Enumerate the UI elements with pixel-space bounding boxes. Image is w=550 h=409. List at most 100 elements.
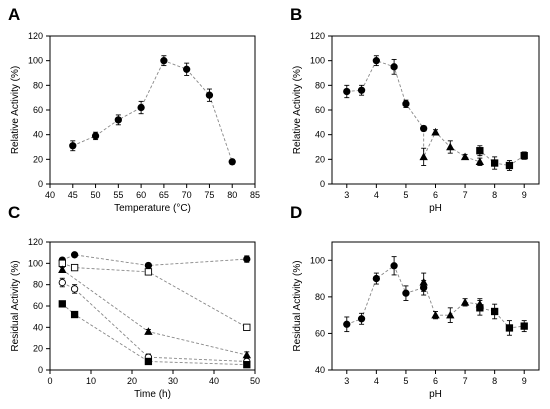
panel-d-series-0-point-2	[372, 274, 381, 283]
panel-b-series-2-point-0	[476, 147, 484, 155]
panel-c-series-1-line	[62, 262, 248, 328]
panel-c-series-1-point-1	[70, 263, 79, 272]
panel-a-x-tick-label: 80	[227, 190, 237, 200]
panel-c-series-2-point-2	[242, 350, 251, 359]
panel-a-x-tick-label: 45	[68, 190, 78, 200]
panel-d-series-1-point-1	[431, 310, 440, 319]
panel-b-series-0-point-2	[372, 57, 381, 65]
panel-c-x-tick-label: 20	[127, 376, 137, 386]
panel-c-letter: C	[8, 203, 20, 222]
panel-a-series-0-point-3	[137, 103, 145, 112]
panel-c-y-tick-label: 120	[28, 237, 43, 247]
panel-a-x-tick-label: 75	[204, 190, 214, 200]
panel-d-x-tick-label: 8	[492, 376, 497, 386]
panel-d-y-tick-label: 100	[310, 255, 325, 265]
panel-b-y-tick-label: 60	[315, 105, 325, 115]
panel-c-series-0-line	[62, 254, 247, 266]
panel-b-x-tick-label: 9	[522, 190, 527, 200]
panel-c-y-tick-label: 20	[33, 344, 43, 354]
panel-d-series-2-point-2	[505, 324, 514, 332]
panel-b-series-1-point-0	[419, 152, 428, 161]
panel-d-series-0-point-4	[402, 289, 410, 297]
panel-c-y-tick-label: 80	[33, 280, 43, 290]
panel-b-y-tick-label: 100	[310, 56, 325, 66]
panel-a-x-tick-label: 55	[113, 190, 123, 200]
panel-c-x-tick-label: 30	[168, 376, 178, 386]
panel-a-series-0-line	[72, 60, 233, 162]
panel-c-axes-frame	[49, 241, 256, 371]
panel-d-x-tick-label: 7	[463, 376, 468, 386]
panel-b-series-1-line	[423, 128, 480, 163]
panel-b-x-tick-label: 7	[463, 190, 468, 200]
panel-c: C 0 10 20 30 40 50 0 20 40 60 80 100 120 Time (h) Resi…	[8, 203, 260, 400]
panel-c-series-4-point-0	[58, 300, 66, 308]
panel-c-series-2-line	[62, 269, 247, 356]
panel-b-series-2-point-2	[505, 161, 514, 170]
panel-d-x-tick-label: 9	[522, 376, 527, 386]
panel-a-x-axis-label: Temperature (°C)	[114, 203, 191, 214]
panel-b-series-0-point-5	[420, 124, 428, 133]
panel-c-y-tick-label: 60	[33, 301, 43, 311]
panel-c-x-tick-label: 0	[47, 376, 52, 386]
panel-c-series-4-line	[62, 303, 247, 366]
panel-d-x-tick-label: 5	[403, 376, 408, 386]
panel-c-x-tick-label: 50	[250, 376, 260, 386]
panel-c-x-tick-label: 10	[86, 376, 96, 386]
panel-d-x-tick-label: 4	[374, 376, 379, 386]
panel-d-y-axis-label: Residual Activity (%)	[292, 260, 303, 351]
panel-c-series-2-point-1	[144, 327, 153, 335]
panel-d-y-tick-label: 40	[315, 365, 325, 375]
panel-a-series-0-point-2	[114, 116, 122, 124]
panel-b-y-tick-label: 40	[315, 130, 325, 140]
panel-c-series-3-point-0	[58, 278, 66, 287]
panel-b-series-1-point-2	[446, 142, 455, 151]
panel-a-series-0-point-0	[69, 142, 77, 150]
panel-b-x-axis-label: pH	[429, 203, 442, 214]
panel-b-x-tick-label: 4	[374, 190, 379, 200]
panel-a-y-tick-label: 60	[33, 105, 43, 115]
panel-b-series-2-line	[479, 149, 525, 166]
panel-b-axes-frame	[331, 35, 540, 185]
panel-b: B 3 4 5 6 7 8 9 0 20 40 60 80 100 120 pH Relative Activ…	[290, 5, 540, 214]
panel-c-y-axis-label: Residual Activity (%)	[10, 260, 21, 351]
panel-a-letter: A	[8, 5, 20, 24]
panel-c-series-0-point-2	[144, 261, 153, 270]
panel-d-series-1-point-3	[460, 298, 470, 306]
panel-a-series-0-point-5	[183, 65, 191, 73]
panel-b-series-0-point-3	[390, 63, 398, 71]
panel-a-series-0-point-7	[228, 158, 236, 166]
panel-c-series-4-point-2	[144, 357, 153, 366]
panel-d-x-tick-label: 3	[344, 376, 349, 386]
panel-a-x-tick-label: 65	[159, 190, 169, 200]
panel-d-axes-frame	[331, 241, 540, 371]
panel-b-series-0-point-1	[357, 86, 366, 94]
panel-d-series-0-point-3	[390, 262, 398, 270]
panel-b-y-tick-label: 20	[315, 154, 325, 164]
panel-c-series-4-point-3	[243, 361, 251, 369]
panel-a-series-0-point-6	[205, 91, 214, 99]
panel-c-x-axis-label: Time (h)	[134, 389, 171, 400]
panel-c-x-tick-label: 40	[209, 376, 219, 386]
panel-c-y-tick-label: 0	[38, 365, 43, 375]
panel-a-y-tick-label: 100	[28, 56, 43, 66]
panel-b-y-axis-label: Relative Activity (%)	[292, 66, 303, 154]
panel-a-y-tick-label: 0	[38, 179, 43, 189]
panel-a-series-0-point-4	[160, 57, 168, 65]
panel-a-y-tick-label: 80	[33, 80, 43, 90]
panel-a: A 40 45 50 55 60 65 70 75 80 85 0 20 40 60 80 100 120 Tem…	[8, 5, 260, 214]
panel-b-series-2-point-1	[490, 159, 499, 167]
panel-d-series-0-point-1	[357, 315, 366, 323]
panel-b-series-0-point-4	[402, 100, 410, 108]
panel-a-x-tick-label: 85	[250, 190, 260, 200]
panel-c-y-tick-label: 100	[28, 258, 43, 268]
panel-c-series-0-point-3	[243, 255, 251, 263]
panel-b-series-2-point-3	[520, 151, 528, 160]
panel-b-y-tick-label: 80	[315, 80, 325, 90]
panel-d-series-0-line	[346, 265, 424, 325]
panel-c-series-3-point-1	[70, 285, 79, 293]
panel-d-series-2-point-1	[490, 307, 499, 316]
panel-b-x-tick-label: 5	[403, 190, 408, 200]
panel-d-series-1-point-2	[446, 310, 455, 319]
panel-b-x-tick-label: 6	[433, 190, 438, 200]
